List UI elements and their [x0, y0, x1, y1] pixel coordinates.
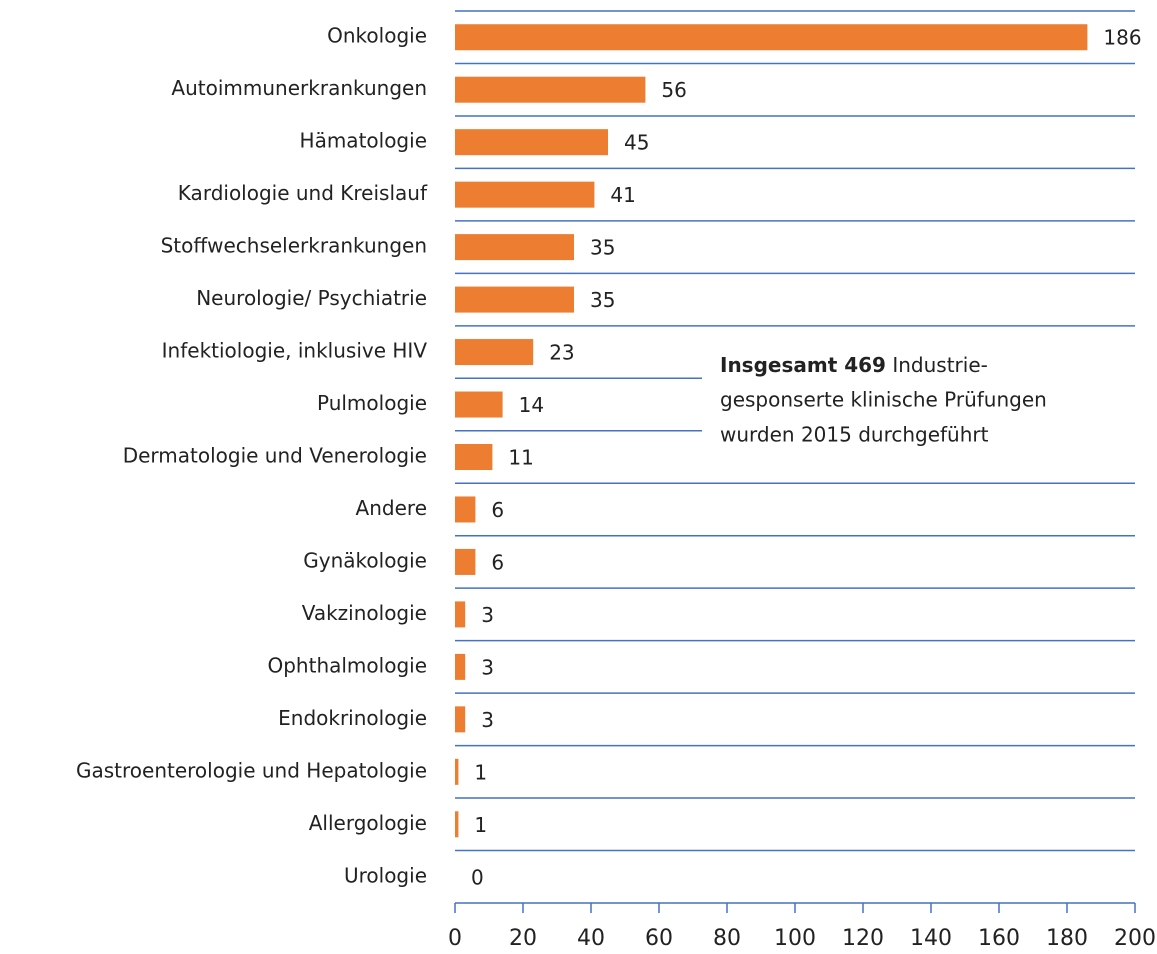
x-tick-label: 40 [577, 926, 605, 950]
y-tick-label: Ophthalmologie [267, 653, 427, 677]
value-label: 23 [549, 341, 574, 365]
y-tick-label: Urologie [344, 863, 427, 887]
value-label: 56 [661, 78, 686, 102]
bar [455, 181, 595, 208]
value-label: 41 [610, 183, 635, 207]
y-tick-label: Gynäkologie [303, 548, 427, 572]
bar [455, 339, 534, 366]
x-tick-label: 60 [645, 926, 673, 950]
y-tick-label: Gastroenterologie und Hepatologie [76, 758, 427, 782]
x-tick-label: 0 [448, 926, 462, 950]
value-label: 35 [590, 236, 615, 260]
annotation-box [702, 336, 1135, 467]
bar [455, 653, 466, 680]
y-tick-label: Hämatologie [300, 129, 427, 153]
annotation-line: Industrie- [892, 353, 988, 377]
y-tick-label: Pulmologie [317, 391, 427, 415]
bar [455, 706, 466, 733]
x-tick-label: 140 [910, 926, 952, 950]
bar [455, 811, 459, 838]
value-label: 1 [474, 760, 487, 784]
x-tick-label: 80 [713, 926, 741, 950]
bar [455, 496, 476, 523]
x-tick-label: 200 [1114, 926, 1156, 950]
bar [455, 234, 574, 261]
y-tick-label: Endokrinologie [278, 706, 427, 730]
bar [455, 76, 646, 103]
value-label: 186 [1103, 26, 1141, 50]
value-label: 6 [491, 550, 504, 574]
value-label: 3 [481, 603, 494, 627]
y-tick-label: Dermatologie und Venerologie [123, 444, 427, 468]
y-tick-label: Allergologie [309, 811, 427, 835]
value-label: 35 [590, 288, 615, 312]
value-label: 0 [471, 865, 484, 889]
x-tick-label: 120 [842, 926, 884, 950]
bar [455, 444, 493, 470]
value-label: 3 [481, 655, 494, 679]
x-tick-label: 180 [1046, 926, 1088, 950]
y-tick-label: Autoimmunerkrankungen [171, 76, 427, 100]
value-label: 3 [481, 708, 494, 732]
y-tick-label: Vakzinologie [302, 601, 427, 625]
x-tick-label: 160 [978, 926, 1020, 950]
annotation-line: wurden 2015 durchgeführt [720, 423, 989, 447]
bar [455, 286, 574, 313]
bar [455, 129, 608, 156]
annotation: Insgesamt 469 Industrie- [720, 353, 988, 377]
x-tick-label: 100 [774, 926, 816, 950]
value-label: 6 [491, 498, 504, 522]
y-tick-label: Neurologie/ Psychiatrie [196, 286, 427, 310]
y-tick-label: Onkologie [327, 24, 427, 48]
value-label: 14 [519, 393, 544, 417]
value-label: 11 [508, 446, 533, 470]
annotation-bold: Insgesamt 469 [720, 353, 886, 377]
y-tick-label: Kardiologie und Kreislauf [178, 181, 428, 205]
bar [455, 758, 459, 785]
y-tick-label: Infektiologie, inklusive HIV [162, 339, 428, 363]
annotation-line: gesponserte klinische Prüfungen [720, 388, 1047, 412]
y-tick-label: Stoffwechselerkrankungen [161, 234, 427, 258]
y-tick-label: Andere [356, 496, 427, 520]
bar [455, 24, 1088, 51]
bar [455, 601, 466, 628]
value-label: 1 [474, 813, 487, 837]
value-label: 45 [624, 131, 649, 155]
x-tick-label: 20 [509, 926, 537, 950]
bar [455, 548, 476, 575]
bar [455, 391, 503, 418]
